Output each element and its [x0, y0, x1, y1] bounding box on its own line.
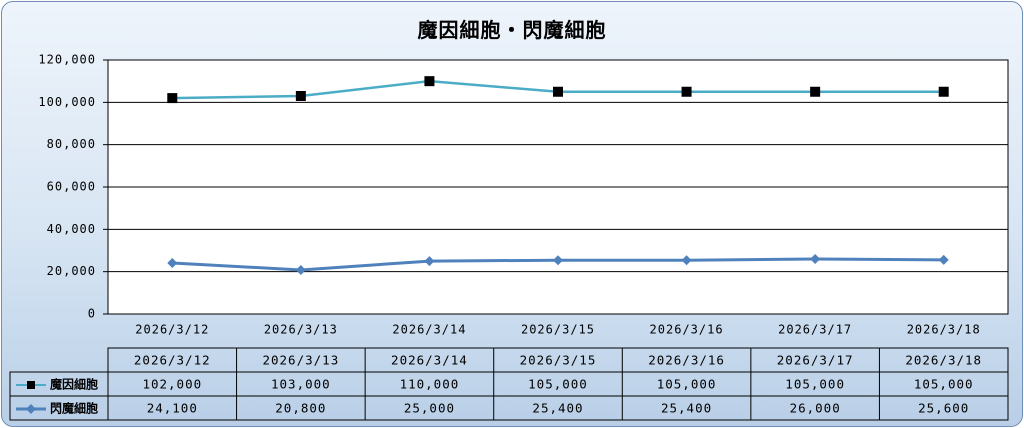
legend-key-marker: [26, 404, 36, 414]
table-header-cell: 2026/3/15: [520, 353, 597, 368]
table-value-cell: 110,000: [400, 377, 460, 392]
table-value-cell: 105,000: [914, 377, 974, 392]
table-value-cell: 105,000: [785, 377, 845, 392]
legend-key-marker: [27, 381, 35, 389]
data-point: [424, 256, 435, 267]
table-header-cell: 2026/3/18: [905, 353, 982, 368]
y-tick-label: 100,000: [38, 95, 96, 109]
table-value-cell: 25,400: [532, 401, 583, 416]
table-value-cell: 103,000: [271, 377, 331, 392]
table-value-cell: 105,000: [657, 377, 717, 392]
x-tick-label: 2026/3/15: [521, 323, 595, 337]
table-value-cell: 102,000: [142, 377, 202, 392]
data-point: [553, 255, 563, 266]
data-point: [167, 93, 178, 104]
data-point: [295, 264, 306, 275]
table-value-cell: 105,000: [528, 377, 588, 392]
data-point: [553, 86, 563, 97]
x-tick-label: 2026/3/12: [135, 323, 209, 337]
data-point: [810, 253, 821, 264]
x-tick-label: 2026/3/17: [778, 323, 852, 337]
table-header-cell: 2026/3/14: [391, 353, 468, 368]
legend-label: 閃魔細胞: [50, 401, 98, 416]
table-header-cell: 2026/3/17: [777, 353, 854, 368]
x-tick-label: 2026/3/18: [907, 323, 981, 337]
y-tick-label: 80,000: [47, 137, 96, 151]
table-value-cell: 24,100: [147, 401, 198, 416]
data-point: [167, 257, 178, 268]
y-tick-label: 0: [88, 307, 96, 321]
data-point: [681, 86, 692, 97]
legend-label: 魔因細胞: [50, 377, 98, 392]
x-tick-label: 2026/3/14: [392, 323, 466, 337]
y-tick-label: 60,000: [47, 180, 96, 194]
table-value-cell: 25,600: [918, 401, 969, 416]
data-point: [681, 255, 692, 266]
data-point: [938, 86, 949, 97]
data-point: [424, 76, 435, 87]
x-tick-label: 2026/3/13: [264, 323, 338, 337]
y-tick-label: 120,000: [38, 53, 96, 67]
data-point: [295, 90, 306, 101]
table-value-cell: 25,000: [404, 401, 455, 416]
y-tick-label: 20,000: [47, 264, 96, 278]
table-value-cell: 26,000: [790, 401, 841, 416]
x-tick-label: 2026/3/16: [650, 323, 724, 337]
table-value-cell: 20,800: [275, 401, 326, 416]
table-header-cell: 2026/3/13: [262, 353, 339, 368]
table-header-cell: 2026/3/12: [134, 353, 211, 368]
chart-title: 魔因細胞・閃魔細胞: [417, 18, 607, 42]
y-tick-label: 40,000: [47, 222, 96, 236]
table-header-cell: 2026/3/16: [648, 353, 725, 368]
table-value-cell: 25,400: [661, 401, 712, 416]
data-point: [810, 86, 821, 97]
